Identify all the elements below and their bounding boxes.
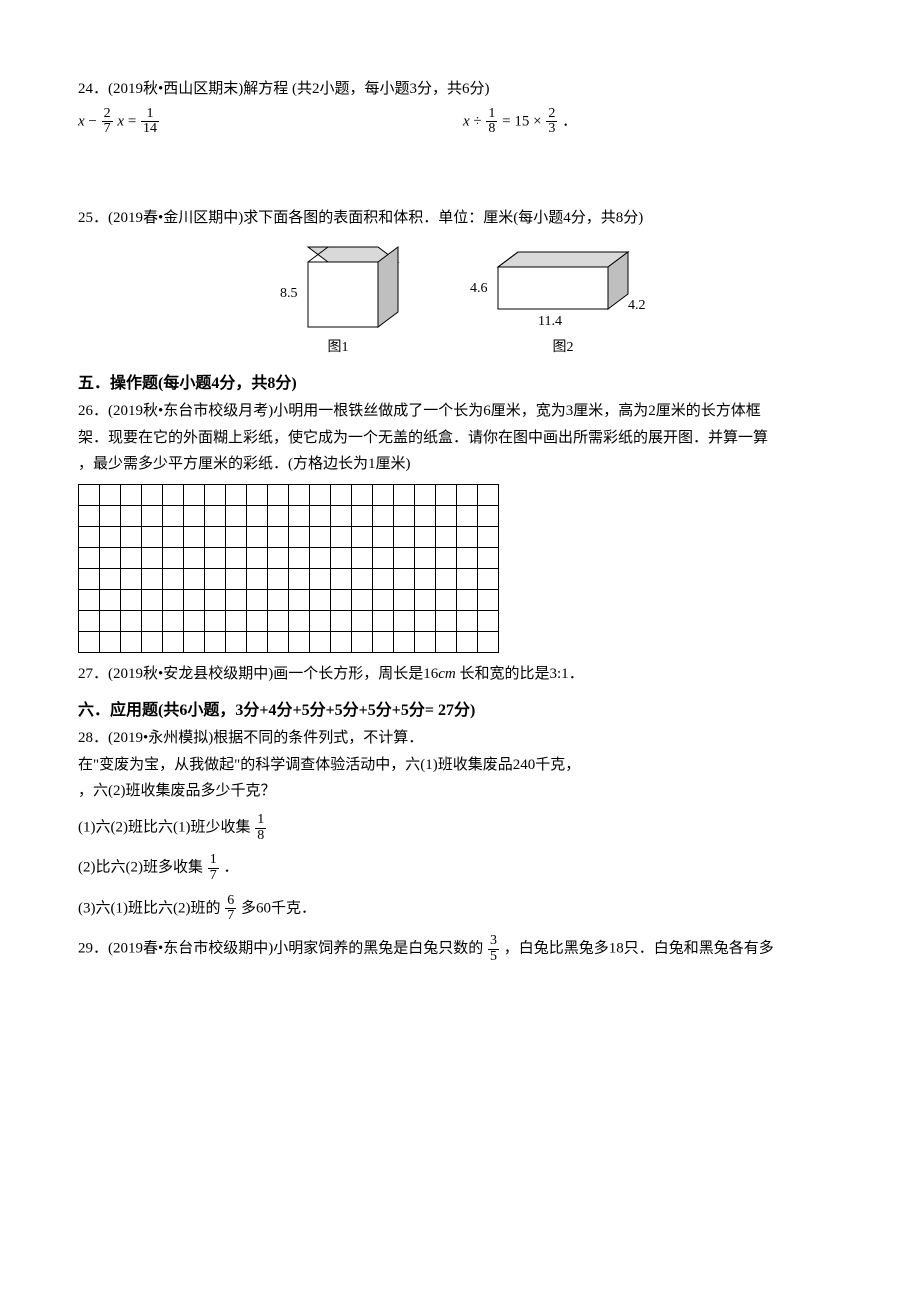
q26-line1: 26．(2019秋•东台市校级月考)小明用一根铁丝做成了一个长为6厘米，宽为3厘…	[78, 400, 848, 423]
var-x: x	[78, 113, 85, 129]
times: ×	[533, 113, 541, 129]
q28-l1: 28．(2019•永州模拟)根据不同的条件列式，不计算．	[78, 727, 848, 750]
frac-6-7: 67	[225, 894, 236, 924]
q28-p3-text: (3)六(1)班比六(2)班的	[78, 900, 220, 916]
period: ．	[562, 113, 577, 129]
frac-2-7: 27	[102, 107, 113, 137]
fig2-caption: 图2	[468, 337, 658, 358]
equals: =	[128, 113, 136, 129]
q26-line3: ，最少需多少平方厘米的彩纸．(方格边长为1厘米)	[78, 453, 848, 476]
dim-8-5: 8.5	[280, 286, 298, 301]
section-5-heading: 五．操作题(每小题4分，共8分)	[78, 372, 848, 396]
frac-3-5: 35	[488, 934, 499, 964]
q29: 29．(2019春•东台市校级期中)小明家饲养的黑兔是白兔只数的 35 ，白兔比…	[78, 934, 848, 964]
q28-l2: 在"变废为宝，从我做起"的科学调查体验活动中，六(1)班收集废品240千克，	[78, 754, 848, 777]
period: ．	[223, 860, 238, 876]
period: ．	[569, 666, 584, 682]
var-x: x	[117, 113, 124, 129]
q28-p3: (3)六(1)班比六(2)班的 67 多60千克．	[78, 894, 848, 924]
grid-table	[78, 484, 499, 653]
q28-l3: ，六(2)班收集废品多少千克？	[78, 780, 848, 803]
q25-figures: 8.5 图1 4.6 11.4 4.2 图2	[78, 237, 848, 358]
equals: =	[502, 113, 510, 129]
q27: 27．(2019秋•安龙县校级期中)画一个长方形，周长是16cm 长和宽的比是3…	[78, 663, 848, 686]
cube-icon: 8.5	[268, 237, 408, 337]
q28-p2: (2)比六(2)班多收集 17 ．	[78, 853, 848, 883]
frac-1-8: 18	[486, 107, 497, 137]
q28-p3-tail: 多60千克．	[241, 900, 316, 916]
q27-mid: 长和宽的比是	[456, 666, 550, 682]
q27-pre: 27．(2019秋•安龙县校级期中)画一个长方形，周长是16	[78, 666, 438, 682]
frac-1-7: 17	[208, 853, 219, 883]
unit-cm: cm	[438, 666, 456, 682]
q28-p1: (1)六(2)班比六(1)班少收集 18	[78, 813, 848, 843]
q28-p1-text: (1)六(2)班比六(1)班少收集	[78, 820, 250, 836]
dim-4-2: 4.2	[628, 298, 646, 313]
num-15: 15	[514, 113, 529, 129]
q29-b: ，白兔比黑兔多18只．白兔和黑兔各有多	[504, 941, 774, 957]
grid-paper	[78, 484, 848, 653]
q24-label: 24．(2019秋•西山区期末)解方程 (共2小题，每小题3分，共6分)	[78, 78, 848, 101]
cuboid-icon: 4.6 11.4 4.2	[468, 237, 658, 337]
frac-1-8: 18	[255, 813, 266, 843]
divide: ÷	[473, 113, 481, 129]
dim-4-6: 4.6	[470, 281, 488, 296]
q24-equations: x − 27 x = 114 x ÷ 18 = 15 × 23 ．	[78, 107, 848, 137]
q26-line2: 架．现要在它的外面糊上彩纸，使它成为一个无盖的纸盒．请你在图中画出所需彩纸的展开…	[78, 427, 848, 450]
minus: −	[88, 113, 96, 129]
q24-eq2: x ÷ 18 = 15 × 23 ．	[463, 107, 848, 137]
q28-p2-text: (2)比六(2)班多收集	[78, 860, 203, 876]
section-6-heading: 六．应用题(共6小题，3分+4分+5分+5分+5分+5分= 27分)	[78, 699, 848, 723]
figure-2: 4.6 11.4 4.2 图2	[468, 237, 658, 358]
fig1-caption: 图1	[268, 337, 408, 358]
frac-2-3: 23	[546, 107, 557, 137]
frac-1-14: 114	[141, 107, 159, 137]
figure-1: 8.5 图1	[268, 237, 408, 358]
dim-11-4: 11.4	[538, 314, 562, 329]
ratio-3-1: 3:1	[550, 666, 569, 682]
q24-eq1: x − 27 x = 114	[78, 107, 463, 137]
var-x: x	[463, 113, 470, 129]
q29-a: 29．(2019春•东台市校级期中)小明家饲养的黑兔是白兔只数的	[78, 941, 483, 957]
q25-label: 25．(2019春•金川区期中)求下面各图的表面积和体积．单位：厘米(每小题4分…	[78, 207, 848, 230]
